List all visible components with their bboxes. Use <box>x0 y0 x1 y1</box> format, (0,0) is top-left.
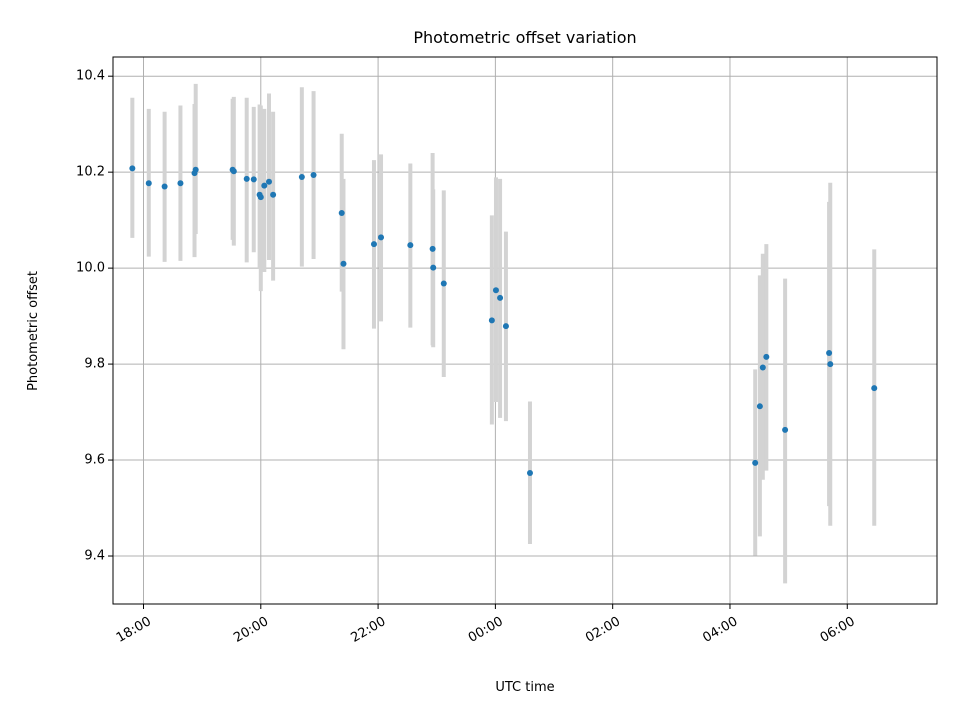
chart-title: Photometric offset variation <box>413 28 636 47</box>
data-point <box>266 178 273 185</box>
data-point <box>129 165 136 172</box>
data-point <box>230 168 237 175</box>
data-point <box>492 287 499 294</box>
y-tick-label: 9.4 <box>84 549 105 564</box>
y-tick-label: 10.0 <box>76 261 105 276</box>
y-tick-label: 9.6 <box>84 453 105 468</box>
data-point <box>340 260 347 267</box>
y-tick-label: 10.4 <box>76 69 105 84</box>
data-point <box>270 191 277 198</box>
data-point <box>310 172 317 179</box>
data-point <box>827 361 834 368</box>
data-point <box>338 209 345 216</box>
plot-frame <box>112 56 938 605</box>
grid-layer <box>113 57 937 604</box>
data-point <box>752 459 759 466</box>
data-point <box>261 182 268 189</box>
data-point <box>161 183 168 190</box>
data-point <box>407 242 414 249</box>
data-point <box>177 180 184 187</box>
data-point <box>756 403 763 410</box>
data-point <box>763 353 770 360</box>
point-layer <box>129 165 878 477</box>
data-point <box>192 166 199 173</box>
data-point <box>257 194 264 201</box>
y-tick-label: 9.8 <box>84 357 105 372</box>
data-point <box>378 234 385 241</box>
data-point <box>429 245 436 252</box>
data-point <box>759 364 766 371</box>
data-point <box>298 173 305 180</box>
data-point <box>250 176 257 183</box>
data-point <box>243 175 250 182</box>
data-point <box>526 470 533 477</box>
x-axis-label: UTC time <box>495 680 554 695</box>
data-point <box>782 426 789 433</box>
data-point <box>488 317 495 324</box>
data-point <box>440 280 447 287</box>
data-point <box>826 350 833 357</box>
data-point <box>145 180 152 187</box>
data-point <box>497 294 504 301</box>
data-point <box>430 264 437 271</box>
y-axis-label: Photometric offset <box>26 271 41 391</box>
y-tick-label: 10.2 <box>76 165 105 180</box>
data-point <box>370 241 377 248</box>
data-point <box>871 385 878 392</box>
data-point <box>502 323 509 330</box>
